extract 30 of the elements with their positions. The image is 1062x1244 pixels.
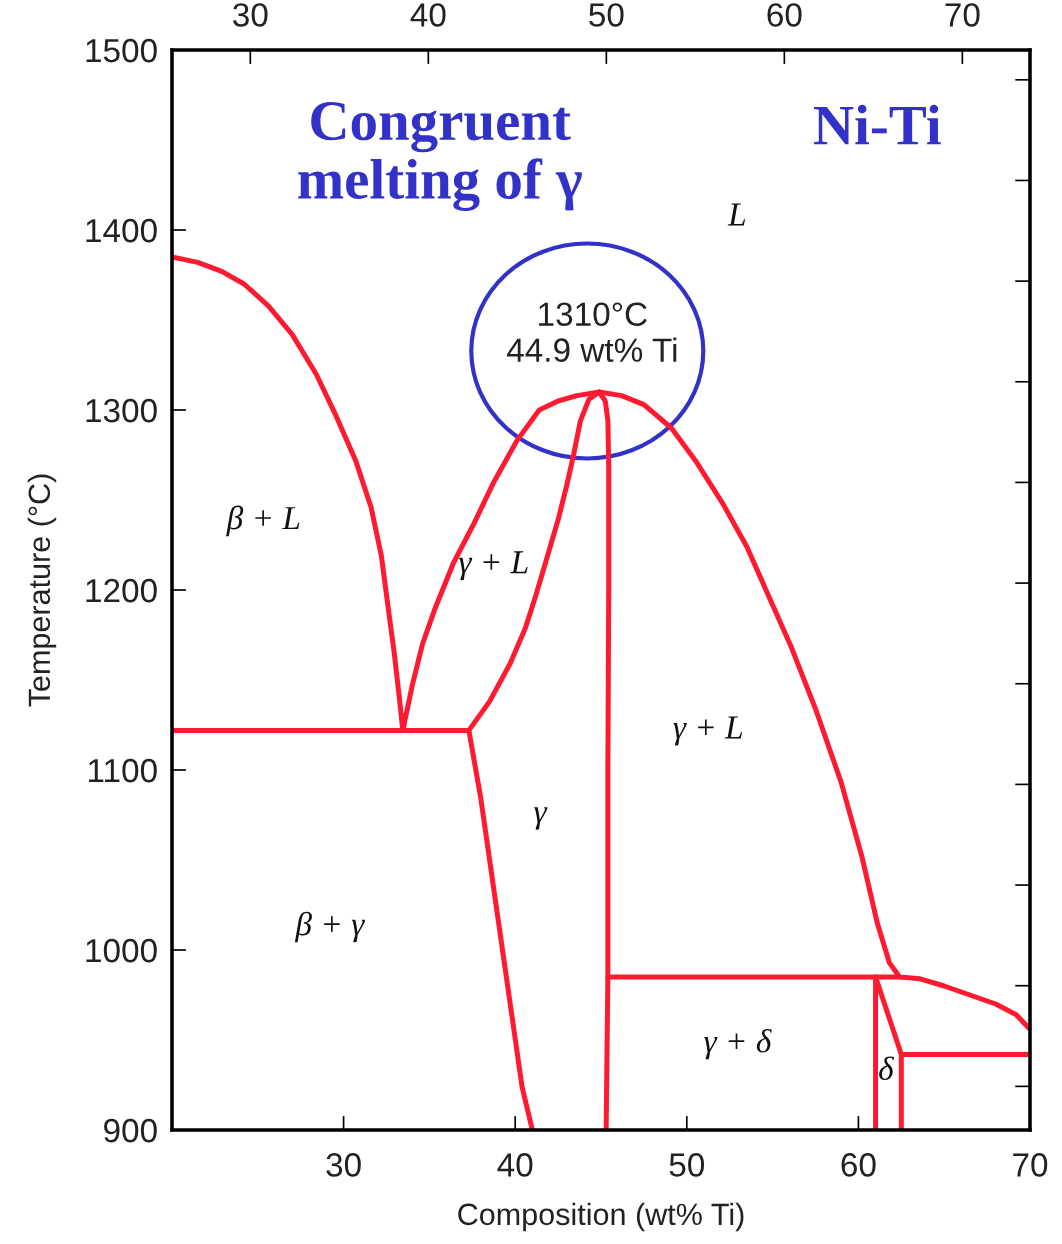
annotation: γ + L: [673, 716, 743, 746]
x-tick-label: 30: [326, 1153, 361, 1177]
annotation: δ: [879, 1056, 895, 1081]
y-tick-label: 1000: [86, 938, 157, 963]
annotation: γ: [534, 807, 548, 830]
text: Ni-Ti: [814, 104, 941, 145]
y-tick-label: 1100: [88, 758, 157, 783]
x2-tick-label: 30: [233, 3, 268, 27]
y-tick-label: 1500: [86, 38, 157, 63]
y-tick-label: 900: [104, 1118, 157, 1143]
x2-tick-label: 60: [767, 3, 802, 27]
annotation: β + L: [226, 505, 300, 537]
annotation: γ + δ: [704, 1028, 772, 1060]
x-tick-label: 40: [497, 1153, 533, 1177]
annotation: 1310°C 44.9 wt% Ti: [506, 302, 677, 362]
y-tick-label: 1400: [86, 218, 157, 243]
annotation: β + γ: [294, 911, 366, 943]
x-axis-title: Composition (wt% Ti): [458, 1202, 744, 1232]
x2-tick-label: 50: [589, 3, 624, 27]
x2-tick-label: 70: [945, 3, 980, 27]
x2-tick-label: 40: [410, 3, 446, 27]
y-axis-title: Temperature (°C): [27, 474, 57, 707]
y-tick-label: 1300: [86, 398, 157, 423]
x-tick-label: 50: [669, 1153, 705, 1177]
x-tick-label: 70: [1013, 1153, 1048, 1177]
annotation: Congruent melting of γ: [298, 102, 582, 211]
annotation: L: [727, 203, 746, 226]
y-tick-label: 1200: [86, 578, 157, 603]
x-tick-label: 60: [841, 1153, 876, 1177]
annotation: γ + L: [458, 551, 528, 581]
